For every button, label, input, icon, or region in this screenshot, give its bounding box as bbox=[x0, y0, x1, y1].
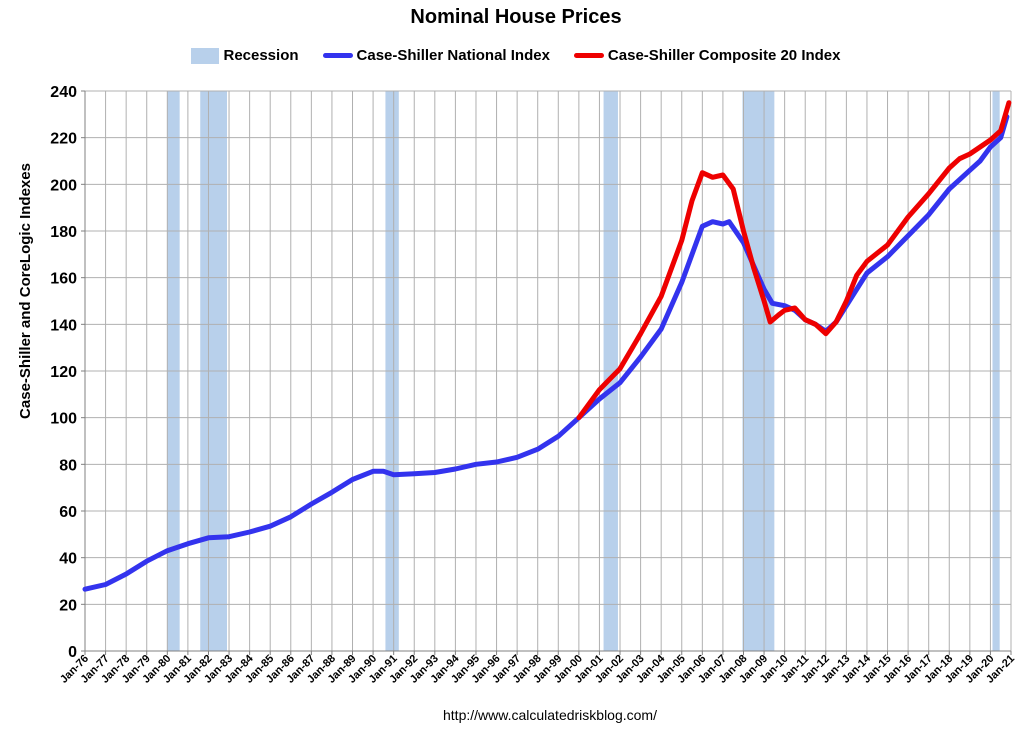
source-url: http://www.calculatedriskblog.com/ bbox=[443, 707, 657, 723]
series-lines bbox=[82, 100, 1012, 592]
composite-20-index-line bbox=[576, 100, 1012, 421]
chart-legend: Recession Case-Shiller National Index Ca… bbox=[0, 47, 1032, 64]
gridlines bbox=[84, 90, 1012, 652]
y-tick-label-8: 160 bbox=[50, 271, 77, 288]
axes: 020406080100120140160180200220240Jan-76J… bbox=[50, 84, 1017, 686]
national-index-line bbox=[82, 114, 1010, 592]
y-tick-label-4: 80 bbox=[59, 457, 77, 474]
y-tick-label-11: 220 bbox=[50, 131, 77, 148]
y-tick-label-1: 20 bbox=[59, 597, 77, 614]
y-tick-label-6: 120 bbox=[50, 364, 77, 381]
y-axis-label: Case-Shiller and CoreLogic Indexes bbox=[17, 163, 34, 419]
legend-label-recession: Recession bbox=[223, 47, 299, 64]
legend-item-composite: Case-Shiller Composite 20 Index bbox=[573, 47, 841, 64]
y-tick-label-2: 40 bbox=[59, 551, 77, 568]
legend-label-national: Case-Shiller National Index bbox=[356, 47, 550, 64]
y-tick-label-7: 140 bbox=[50, 317, 77, 334]
legend-label-composite: Case-Shiller Composite 20 Index bbox=[607, 47, 841, 64]
y-tick-label-0: 0 bbox=[68, 644, 77, 661]
legend-swatch-composite bbox=[573, 53, 604, 58]
y-tick-label-5: 100 bbox=[50, 411, 77, 428]
y-tick-label-12: 240 bbox=[50, 84, 77, 101]
y-tick-label-3: 60 bbox=[59, 504, 77, 521]
legend-item-recession: Recession bbox=[191, 47, 299, 64]
legend-item-national: Case-Shiller National Index bbox=[322, 47, 550, 64]
legend-swatch-national bbox=[322, 53, 353, 58]
legend-swatch-recession bbox=[191, 47, 220, 64]
chart-title: Nominal House Prices bbox=[410, 6, 622, 28]
y-tick-label-10: 200 bbox=[50, 177, 77, 194]
y-tick-label-9: 180 bbox=[50, 224, 77, 241]
